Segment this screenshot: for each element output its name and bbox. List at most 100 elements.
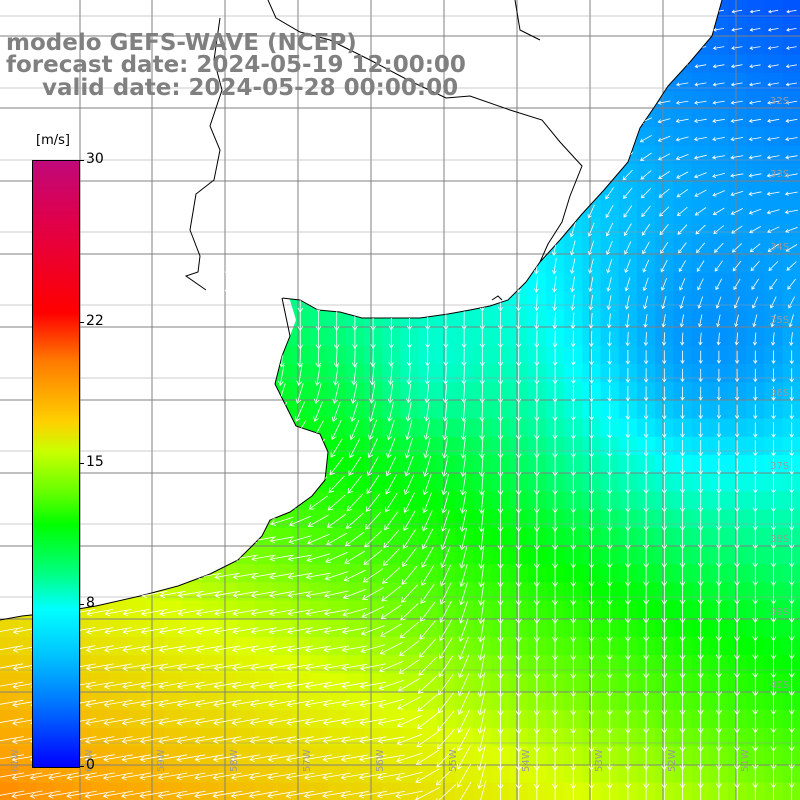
wind-cell: [728, 200, 747, 219]
wind-cell: [455, 673, 474, 693]
wind-cell: [637, 145, 656, 165]
latitude-label: 39S: [770, 607, 789, 618]
wind-cell: [764, 200, 784, 219]
colorbar-tick-label: 15: [86, 454, 104, 470]
wind-cell: [291, 655, 310, 674]
wind-cell: [309, 600, 329, 620]
wind-cell: [291, 400, 310, 420]
wind-cell: [764, 109, 784, 128]
wind-cell: [0, 618, 19, 638]
wind-cell: [746, 91, 765, 110]
wind-cell: [691, 200, 711, 219]
wind-cell: [182, 728, 201, 747]
wind-cell: [436, 600, 456, 620]
wind-cell: [400, 655, 420, 674]
wind-cell: [728, 109, 747, 128]
wind-cell: [655, 254, 674, 274]
wind-cell: [254, 764, 274, 784]
latitude-label: 37S: [770, 461, 789, 472]
wind-cell: [127, 709, 147, 729]
wind-cell: [746, 145, 765, 165]
wind-cell: [0, 782, 19, 800]
wind-cell: [764, 91, 784, 110]
wind-cell: [273, 564, 292, 583]
wind-cell: [182, 618, 201, 638]
colorbar: [32, 160, 80, 768]
wind-cell: [746, 200, 765, 219]
colorbar-tick-mark: [79, 604, 84, 606]
wind-cell: [764, 291, 784, 310]
wind-cell: [600, 218, 620, 238]
wind-cell: [291, 709, 310, 729]
colorbar-tick-label: 30: [86, 151, 104, 167]
wind-cell: [618, 182, 638, 201]
wind-cell: [436, 782, 456, 800]
wind-cell: [782, 327, 800, 347]
wind-cell: [728, 91, 747, 110]
wind-cell: [291, 509, 310, 529]
wind-cell: [400, 509, 420, 529]
wind-cell: [145, 655, 165, 674]
wind-cell: [273, 637, 292, 656]
wind-cell: [418, 764, 438, 784]
wind-cell: [182, 673, 201, 693]
wind-cell: [327, 582, 347, 602]
wind-cell: [364, 509, 383, 529]
wind-cell: [273, 655, 292, 674]
wind-cell: [673, 145, 693, 165]
wind-cell: [218, 618, 238, 638]
wind-cell: [782, 145, 800, 165]
wind-cell: [291, 564, 310, 583]
wind-cell: [746, 182, 765, 201]
wind-cell: [782, 163, 800, 183]
wind-cell: [782, 54, 800, 74]
wind-cell: [782, 182, 800, 201]
wind-cell: [655, 145, 674, 165]
longitude-label: 56W: [375, 749, 386, 772]
wind-cell: [273, 546, 292, 565]
wind-cell: [0, 673, 19, 693]
wind-cell: [418, 509, 438, 529]
wind-cell: [728, 236, 747, 256]
wind-cell: [364, 564, 383, 583]
wind-cell: [637, 163, 656, 183]
wind-cell: [91, 637, 110, 656]
wind-cell: [345, 455, 365, 474]
wind-cell: [746, 127, 765, 147]
wind-cell: [364, 618, 383, 638]
wind-cell: [309, 564, 329, 583]
longitude-label: 51W: [740, 749, 751, 772]
wind-cell: [345, 491, 365, 511]
wind-cell: [327, 473, 347, 492]
wind-cell: [728, 18, 747, 37]
wind-cell: [655, 218, 674, 238]
wind-cell: [236, 691, 256, 711]
wind-cell: [309, 509, 329, 529]
wind-cell: [709, 273, 729, 292]
wind-cell: [709, 254, 729, 274]
wind-cell: [709, 72, 729, 92]
wind-cell: [436, 564, 456, 583]
wind-cell: [764, 72, 784, 92]
wind-cell: [709, 236, 729, 256]
wind-cell: [764, 218, 784, 238]
wind-cell: [291, 600, 310, 620]
wind-cell: [637, 236, 656, 256]
wind-cell: [218, 637, 238, 656]
wind-cell: [382, 564, 401, 583]
wind-cell: [655, 200, 674, 219]
wind-cell: [764, 0, 784, 19]
wind-cell: [400, 600, 420, 620]
wind-cell: [273, 764, 292, 784]
wind-cell: [618, 200, 638, 219]
latitude-label: 40S: [770, 680, 789, 691]
wind-cell: [400, 582, 420, 602]
wind-cell: [382, 491, 401, 511]
wind-cell: [691, 236, 711, 256]
wind-cell: [0, 637, 19, 656]
wind-cell: [273, 709, 292, 729]
wind-cell: [764, 18, 784, 37]
wind-cell: [163, 728, 183, 747]
latitude-label: 38S: [770, 534, 789, 545]
